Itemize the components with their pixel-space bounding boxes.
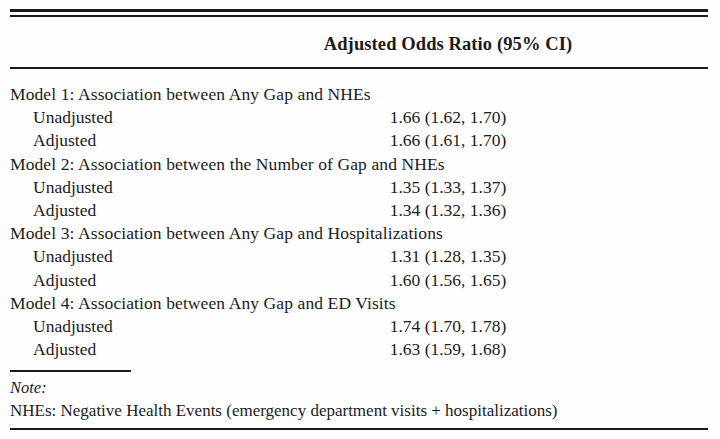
model-4-heading: Model 4: Association between Any Gap and… <box>10 292 708 315</box>
model-3-heading: Model 3: Association between Any Gap and… <box>10 222 708 245</box>
table-body: Model 1: Association between Any Gap and… <box>0 69 720 361</box>
table-row: Unadjusted 1.35 (1.33, 1.37) <box>10 176 708 199</box>
row-value: 1.60 (1.56, 1.65) <box>298 269 598 292</box>
table-header-row: Adjusted Odds Ratio (95% CI) <box>10 17 708 69</box>
model-1-heading: Model 1: Association between Any Gap and… <box>10 83 708 106</box>
row-label: Adjusted <box>10 199 298 222</box>
row-label: Unadjusted <box>10 315 298 338</box>
row-label: Adjusted <box>10 269 298 292</box>
table-row: Adjusted 1.66 (1.61, 1.70) <box>10 129 708 152</box>
table-row: Unadjusted 1.74 (1.70, 1.78) <box>10 315 708 338</box>
row-value: 1.63 (1.59, 1.68) <box>298 338 598 361</box>
table-row: Adjusted 1.63 (1.59, 1.68) <box>10 338 708 361</box>
row-label: Adjusted <box>10 338 298 361</box>
table-row: Adjusted 1.34 (1.32, 1.36) <box>10 199 708 222</box>
table-top-double-rule <box>10 9 708 17</box>
table-row: Unadjusted 1.66 (1.62, 1.70) <box>10 106 708 129</box>
column-header-adjusted-odds-ratio: Adjusted Odds Ratio (95% CI) <box>298 34 598 55</box>
row-value: 1.34 (1.32, 1.36) <box>298 199 598 222</box>
row-label: Adjusted <box>10 129 298 152</box>
model-2-heading: Model 2: Association between the Number … <box>10 153 708 176</box>
table-row: Unadjusted 1.31 (1.28, 1.35) <box>10 245 708 268</box>
row-label: Unadjusted <box>10 176 298 199</box>
table-bottom-rule <box>10 428 708 430</box>
row-value: 1.31 (1.28, 1.35) <box>298 245 598 268</box>
table-row: Adjusted 1.60 (1.56, 1.65) <box>10 269 708 292</box>
odds-ratio-table: Adjusted Odds Ratio (95% CI) Model 1: As… <box>0 9 720 439</box>
footnote-separator-rule <box>10 370 131 372</box>
row-label: Unadjusted <box>10 106 298 129</box>
row-value: 1.66 (1.62, 1.70) <box>298 106 598 129</box>
row-value: 1.66 (1.61, 1.70) <box>298 129 598 152</box>
row-value: 1.74 (1.70, 1.78) <box>298 315 598 338</box>
row-value: 1.35 (1.33, 1.37) <box>298 176 598 199</box>
note-label: Note: <box>10 378 708 398</box>
note-text: NHEs: Negative Health Events (emergency … <box>10 400 708 422</box>
row-label: Unadjusted <box>10 245 298 268</box>
